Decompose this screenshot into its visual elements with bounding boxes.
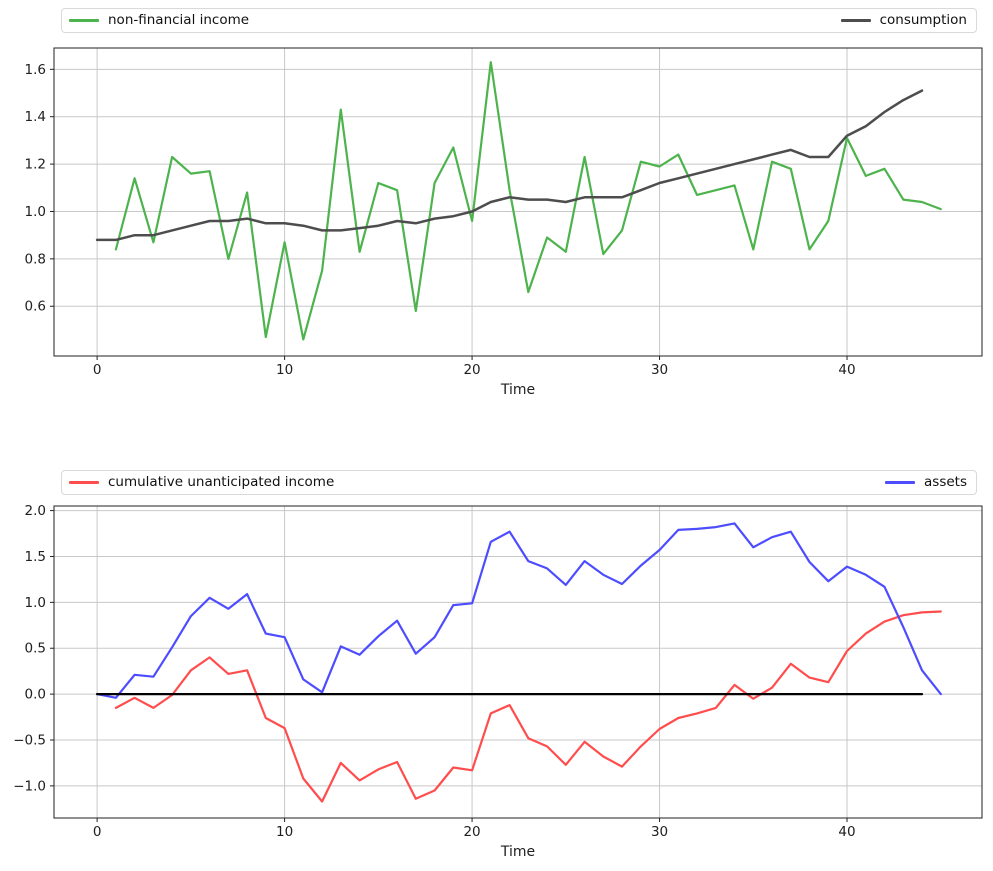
y-tick-label: −1.0 — [13, 778, 46, 794]
line-assets — [95, 522, 942, 699]
y-tick-label: 1.5 — [25, 549, 46, 565]
red-line-swatch — [69, 481, 99, 484]
legend-bottom: cumulative unanticipated income assets — [61, 470, 977, 495]
y-tick-label: 1.4 — [25, 109, 46, 125]
green-line-swatch — [69, 19, 99, 22]
gray-line-swatch — [840, 19, 871, 22]
line-cumulative-unanticipated-income — [114, 610, 942, 803]
legend-item-cumulative-unanticipated-income: cumulative unanticipated income — [69, 473, 335, 490]
legend-item-assets: assets — [885, 473, 967, 490]
x-tick-label: 0 — [93, 362, 102, 378]
panel-bottom: 0 10 20 30 40 −1.0 −0.5 0.0 0.5 1.0 1.5 2.0 — [13, 503, 983, 840]
x-tick-label: 20 — [463, 362, 480, 378]
legend-label-non-financial-income: non-financial income — [108, 11, 250, 28]
axes-frame — [53, 505, 983, 819]
x-tick-label: 30 — [651, 362, 668, 378]
y-tick-label: 1.0 — [25, 204, 46, 220]
x-tick-label: 40 — [838, 362, 855, 378]
y-tick-label: 1.6 — [25, 62, 46, 78]
y-tick-label: 0.5 — [25, 641, 46, 657]
y-tick-label: 1.2 — [25, 157, 46, 173]
x-tick-label: 10 — [276, 362, 293, 378]
y-tick-label: 0.8 — [25, 251, 46, 267]
y-tick-label: 0.0 — [25, 687, 46, 703]
legend-item-non-financial-income: non-financial income — [69, 11, 250, 28]
x-axis-label-bottom: Time — [500, 844, 536, 860]
line-consumption — [95, 89, 924, 242]
x-tick-label: 0 — [93, 824, 102, 840]
axes-frame — [53, 47, 983, 357]
panel-top: 0 10 20 30 40 0.6 0.8 1.0 1.2 1.4 1.6 — [25, 47, 983, 378]
y-tick-label: 1.0 — [25, 595, 46, 611]
x-tick-label: 10 — [276, 824, 293, 840]
legend-item-consumption: consumption — [840, 11, 967, 28]
legend-top: non-financial income consumption — [61, 8, 977, 33]
x-tick-label: 30 — [651, 824, 668, 840]
x-tick-label: 20 — [463, 824, 480, 840]
y-tick-label: −0.5 — [13, 733, 46, 749]
y-tick-label: 2.0 — [25, 503, 46, 519]
legend-label-consumption: consumption — [879, 11, 967, 28]
x-axis-label-top: Time — [500, 382, 536, 398]
line-non-financial-income — [114, 61, 942, 341]
x-tick-label: 40 — [838, 824, 855, 840]
y-tick-label: 0.6 — [25, 299, 46, 315]
legend-label-cumulative-unanticipated-income: cumulative unanticipated income — [108, 473, 335, 490]
legend-label-assets: assets — [924, 473, 967, 490]
blue-line-swatch — [885, 481, 916, 484]
